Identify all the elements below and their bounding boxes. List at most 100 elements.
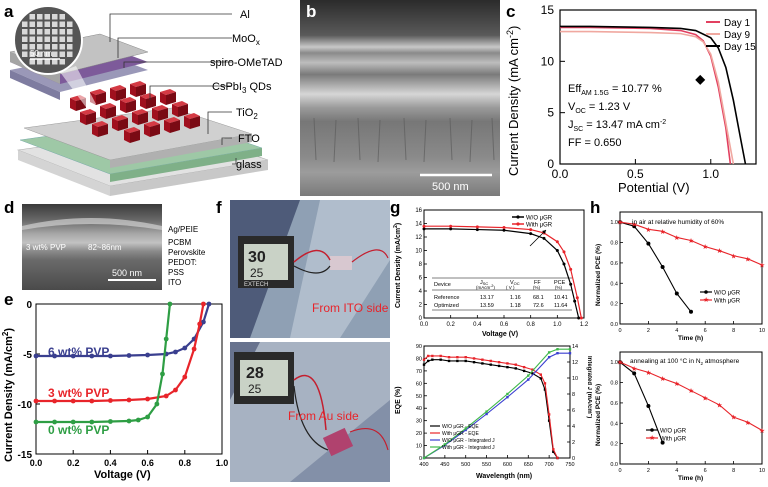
data-point — [154, 401, 160, 407]
meter-top-screen — [244, 244, 288, 280]
data-point — [539, 377, 542, 380]
table-cell: 1.16 — [510, 295, 521, 301]
data-point — [89, 398, 95, 404]
inset-nanocube — [37, 51, 43, 57]
y-tick-label: 0.2 — [610, 442, 618, 448]
inset-nanocube — [29, 36, 35, 42]
data-point-star: ★ — [702, 243, 708, 251]
panel-f: 30 25 EXTECH From ITO side 28 25 From Au… — [216, 198, 390, 482]
inset-nanocube — [52, 14, 58, 20]
y-tick-label: 50 — [416, 394, 422, 400]
y-tick-label: -10 — [18, 400, 33, 411]
layer-label-glass: glass — [236, 159, 262, 171]
data-point — [456, 356, 459, 359]
data-point — [660, 440, 665, 445]
inset-nanocube — [37, 44, 43, 50]
layer-label-moox: MoOx — [232, 33, 260, 47]
qd-cube — [124, 127, 140, 143]
data-point — [543, 388, 547, 391]
top-contact — [22, 218, 162, 230]
data-point — [529, 228, 533, 232]
data-point — [443, 443, 447, 446]
table-cell: 72.6 — [533, 303, 544, 309]
data-point — [163, 393, 169, 399]
data-point — [108, 398, 113, 403]
data-point — [497, 360, 501, 364]
e-label-6wt: 6 wt% PVP — [48, 345, 109, 359]
y-tick-label: 0.4 — [610, 281, 618, 287]
layer-label-spiro: spiro-OMeTAD — [210, 57, 283, 69]
legend-day1: Day 1 — [724, 18, 751, 29]
x-tick-label: 1.0 — [216, 458, 229, 468]
hb-ylabel: Normalized PCE (%) — [595, 384, 602, 446]
data-point — [167, 301, 173, 307]
inset-nanocube — [44, 44, 50, 50]
data-point-star: ★ — [617, 359, 623, 367]
data-point — [449, 227, 453, 231]
qd-cube — [120, 97, 136, 113]
data-point — [126, 353, 132, 358]
y-tick-label: 0.8 — [610, 381, 618, 387]
hb-legend-wo: W/O μGR — [660, 429, 687, 435]
ht-xlabel: Time (h) — [678, 335, 703, 342]
glass-side — [110, 160, 268, 196]
table-cell: 10.41 — [554, 295, 568, 301]
y-tick-label: 6 — [419, 276, 423, 282]
x-tick-label: 0.2 — [67, 458, 80, 468]
inset-nanocube — [29, 14, 35, 20]
inset-cone — [60, 66, 96, 110]
qd-cube — [140, 93, 156, 109]
y-tick-label-right: 2 — [572, 440, 575, 446]
data-point — [542, 236, 546, 240]
device-bottom — [322, 427, 354, 457]
x-tick-label: 450 — [440, 462, 449, 468]
x-tick-label: 0.8 — [526, 322, 535, 328]
hb-xlabel: Time (h) — [678, 475, 703, 482]
x-tick-label: 10 — [759, 468, 765, 474]
x-tick-label: 1.2 — [580, 322, 589, 328]
data-point-star: ★ — [688, 387, 694, 395]
data-point — [547, 356, 551, 359]
data-point-star: ★ — [716, 247, 722, 255]
data-point — [506, 392, 509, 396]
data-point — [674, 291, 679, 296]
ht-legend-with: With μGR — [714, 299, 741, 305]
data-point — [577, 316, 581, 320]
y-tick-label: 0.4 — [610, 421, 618, 427]
data-point — [514, 367, 517, 370]
ht-legend: W/O μGR ★ With μGR — [700, 290, 741, 305]
x-tick-label: 2 — [647, 328, 650, 334]
e-xlabel: Voltage (V) — [94, 469, 151, 481]
inset-nanocube — [29, 51, 35, 57]
series-line-day-15 — [560, 25, 747, 165]
inset-nanocube — [59, 36, 65, 42]
inset-nanocube — [22, 29, 28, 35]
data-point-star: ★ — [730, 252, 736, 260]
y-tick-label: 0 — [419, 456, 422, 462]
data-point — [472, 360, 476, 364]
inset-grid — [22, 14, 73, 65]
data-point — [89, 419, 95, 425]
series-line-0 — [619, 221, 692, 313]
data-point — [539, 373, 542, 376]
inset-nanocube — [44, 29, 50, 35]
inset-nanocube — [52, 44, 58, 50]
inset-nanocube — [37, 36, 43, 42]
inset-nanocube — [52, 51, 58, 57]
data-point — [481, 362, 484, 365]
fto-side — [110, 148, 262, 182]
data-point — [191, 346, 197, 352]
x-tick-label: 750 — [565, 462, 574, 468]
data-point — [552, 448, 555, 451]
data-point — [52, 419, 57, 425]
data-point — [33, 419, 39, 425]
data-point — [182, 374, 188, 380]
data-point — [547, 419, 551, 422]
sem-columns — [313, 117, 495, 163]
data-point — [485, 412, 488, 416]
data-point — [552, 450, 555, 453]
data-point — [543, 382, 547, 385]
c-legend: Day 1 Day 9 Day 15 — [706, 18, 756, 53]
panel-label-d: d — [4, 198, 15, 217]
y-tick-label: 40 — [416, 406, 422, 412]
